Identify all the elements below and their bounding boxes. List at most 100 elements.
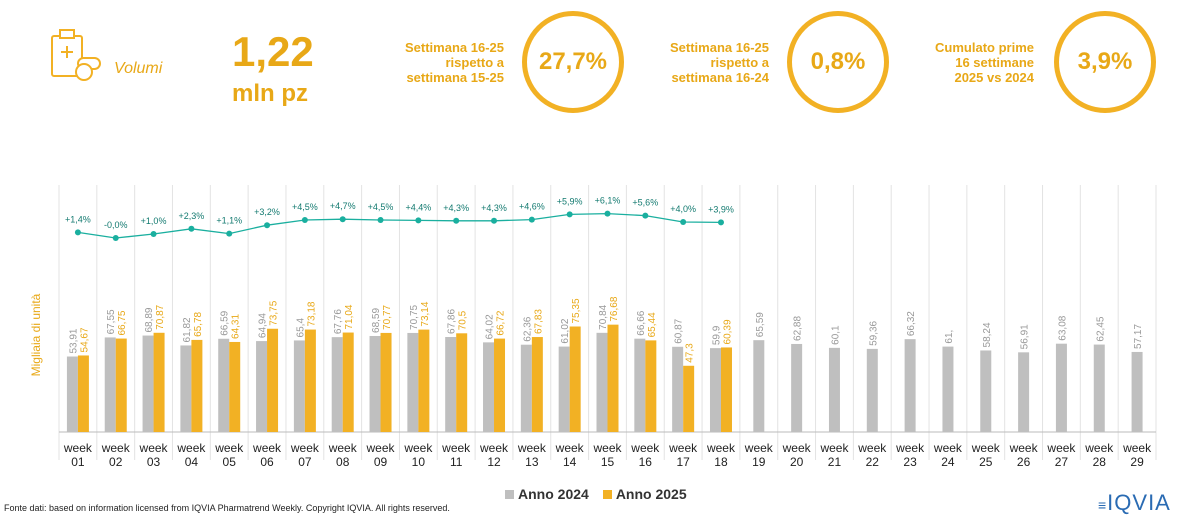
bar	[380, 332, 392, 432]
bar	[191, 339, 203, 432]
x-tick-label: week 28	[1085, 441, 1114, 469]
bar	[218, 338, 230, 432]
bar-value-label: 68,59	[371, 308, 382, 333]
bar	[634, 338, 646, 432]
bar-value-label: 67,76	[333, 309, 344, 334]
x-tick-label: week 16	[631, 441, 660, 469]
bar	[1018, 352, 1030, 432]
x-tick-label: week 19	[744, 441, 773, 469]
bar-value-label: 59,9	[711, 325, 722, 345]
bar	[558, 346, 570, 432]
bar-value-label: 70,5	[458, 310, 469, 330]
growth-marker	[680, 219, 687, 225]
bar-value-label: 70,77	[382, 304, 393, 329]
growth-label: +3,2%	[254, 207, 280, 217]
growth-marker	[415, 217, 422, 224]
bar-value-label: 61,	[944, 330, 955, 344]
x-tick-label: week 03	[139, 441, 168, 469]
x-tick-label: week 13	[517, 441, 546, 469]
bar	[483, 342, 495, 432]
bar-value-label: 53,91	[68, 328, 79, 353]
bar-value-label: 67,83	[533, 309, 544, 334]
kpi-label: Settimana 16-25 rispetto a settimana 15-…	[405, 40, 504, 85]
bar	[569, 326, 581, 432]
bar	[531, 337, 543, 432]
x-tick-label: week 07	[290, 441, 319, 469]
x-tick-label: week 15	[593, 441, 622, 469]
legend-swatch	[602, 489, 612, 499]
growth-label: +5,9%	[557, 196, 583, 206]
bar-value-label: 59,36	[868, 320, 879, 345]
legend: Anno 2024 Anno 2025	[505, 486, 687, 502]
x-tick-label: week 09	[366, 441, 395, 469]
growth-label: +4,3%	[481, 203, 507, 213]
source: Fonte dati: based on information license…	[4, 503, 450, 513]
kpi-circle: 27,7%	[522, 11, 624, 113]
x-tick-label: week 11	[442, 441, 471, 469]
x-tick-label: week 29	[1123, 441, 1152, 469]
bar-value-label: 66,72	[496, 310, 507, 335]
bar	[77, 355, 89, 432]
bar-value-label: 75,35	[571, 298, 582, 323]
x-tick-label: week 06	[253, 441, 282, 469]
x-tick-label: week 27	[1047, 441, 1076, 469]
bar	[304, 329, 316, 432]
bar-value-label: 60,1	[830, 325, 841, 345]
bar-value-label: 61,82	[182, 317, 193, 342]
x-tick-label: week 17	[669, 441, 698, 469]
bar-value-label: 73,18	[306, 301, 317, 326]
bar	[66, 356, 78, 432]
bar-value-label: 56,91	[1020, 324, 1031, 349]
x-tick-label: week 18	[706, 441, 735, 469]
bar-value-label: 76,68	[609, 296, 620, 321]
bar	[828, 347, 840, 432]
kpi-label: Settimana 16-25 rispetto a settimana 16-…	[670, 40, 769, 85]
x-tick-label: week 04	[177, 441, 206, 469]
y-axis-title: Migliaia di unità	[29, 293, 43, 376]
bar	[456, 333, 468, 432]
bar-value-label: 62,88	[793, 316, 804, 341]
bar	[904, 339, 916, 432]
bar-value-label: 64,94	[258, 313, 269, 338]
growth-marker	[491, 217, 498, 224]
x-tick-label: week 20	[782, 441, 811, 469]
x-tick-label: week 08	[328, 441, 357, 469]
growth-label: +4,0%	[670, 204, 696, 214]
bar	[645, 340, 657, 432]
growth-marker	[226, 230, 233, 237]
bar	[445, 336, 457, 432]
bar	[115, 338, 127, 432]
bar-value-label: 63,08	[1057, 315, 1068, 340]
bar-value-label: 70,87	[155, 304, 166, 329]
growth-marker	[566, 211, 573, 218]
bar	[672, 346, 684, 432]
growth-marker	[604, 210, 611, 217]
header-label: Volumi	[114, 60, 163, 77]
bar	[180, 345, 192, 432]
growth-label: +4,3%	[443, 203, 469, 213]
bar	[229, 341, 241, 432]
growth-marker	[642, 212, 649, 219]
x-tick-label: week 26	[1009, 441, 1038, 469]
bar	[418, 329, 430, 432]
bar	[596, 332, 608, 432]
bar	[369, 335, 381, 432]
bar-value-label: 47,3	[685, 343, 696, 363]
growth-marker	[188, 225, 195, 232]
growth-line	[77, 212, 721, 239]
bar	[607, 324, 619, 432]
bar-value-label: 71,04	[344, 304, 355, 329]
volume-icon	[51, 29, 101, 81]
header-unit: mln pz	[232, 80, 308, 107]
bar-value-label: 73,14	[420, 301, 431, 326]
x-tick-label: week 22	[858, 441, 887, 469]
kpi-label: Cumulato prime 16 settimane 2025 vs 2024	[935, 40, 1034, 85]
growth-marker	[112, 235, 119, 241]
bar	[331, 337, 343, 432]
bar	[407, 332, 419, 432]
x-tick-label: week 24	[933, 441, 962, 469]
bar	[1055, 343, 1067, 432]
x-tick-label: week 25	[971, 441, 1000, 469]
